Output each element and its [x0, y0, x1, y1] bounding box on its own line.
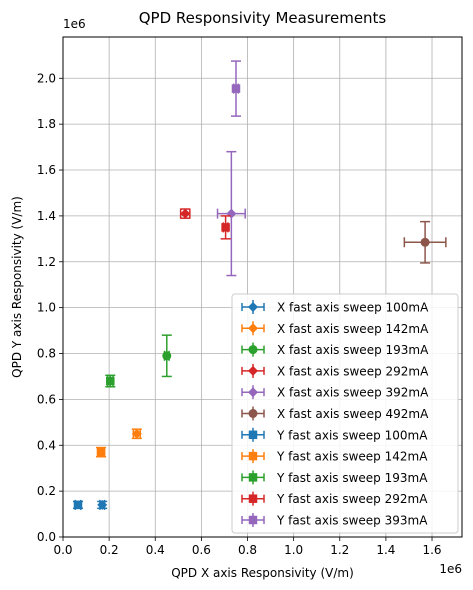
- legend-label: Y fast axis sweep 100mA: [276, 428, 428, 442]
- y-tick-label: 1.2: [37, 255, 56, 269]
- data-point: [180, 208, 191, 219]
- legend-box: [231, 293, 459, 534]
- y-tick-label: 1.8: [37, 117, 56, 131]
- x-tick-label: 1.4: [376, 543, 395, 557]
- legend-entry: Y fast axis sweep 393mA: [241, 513, 428, 528]
- x-axis-label: QPD X axis Responsivity (V/m): [171, 566, 354, 580]
- x-tick-label: 0.2: [100, 543, 119, 557]
- chart-title: QPD Responsivity Measurements: [139, 9, 387, 27]
- legend-marker: [248, 302, 258, 312]
- legend-label: Y fast axis sweep 393mA: [276, 514, 428, 528]
- legend-entry: X fast axis sweep 392mA: [241, 385, 429, 400]
- legend-entry: X fast axis sweep 292mA: [241, 363, 429, 378]
- legend-marker: [248, 473, 258, 482]
- legend-marker: [248, 515, 258, 525]
- data-point-group: [97, 499, 108, 510]
- data-point-group: [179, 208, 191, 219]
- legend-label: X fast axis sweep 392mA: [277, 386, 429, 400]
- y-tick-label: 0.6: [37, 392, 56, 406]
- data-point: [231, 84, 241, 93]
- legend-entry: Y fast axis sweep 142mA: [241, 449, 428, 464]
- data-point: [221, 223, 230, 232]
- data-point: [131, 428, 142, 439]
- x-axis-offset-text: 1e6: [439, 562, 462, 576]
- data-point-group: [220, 215, 231, 240]
- legend-marker: [248, 365, 258, 376]
- data-point-group: [105, 374, 116, 388]
- x-tick-label: 0.8: [238, 543, 257, 557]
- legend: X fast axis sweep 100mA X fast axis sweep…: [231, 293, 459, 534]
- legend-label: Y fast axis sweep 193mA: [276, 471, 428, 485]
- data-point: [162, 351, 172, 361]
- data-point-group: [72, 499, 83, 510]
- x-tick-label: 1.0: [284, 543, 303, 557]
- y-axis-offset-text: 1e6: [63, 17, 86, 31]
- y-tick-label: 1.4: [37, 209, 56, 223]
- data-point-group: [403, 220, 447, 264]
- data-point-group: [96, 446, 107, 458]
- x-tick-label: 0.0: [53, 543, 72, 557]
- x-tick-label: 0.6: [192, 543, 211, 557]
- legend-label: X fast axis sweep 492mA: [277, 407, 429, 421]
- legend-entry: Y fast axis sweep 100mA: [241, 427, 428, 442]
- x-tick-label: 0.4: [146, 543, 165, 557]
- legend-label: X fast axis sweep 142mA: [277, 322, 429, 336]
- legend-marker: [248, 409, 258, 418]
- axis-ticks: 0.0 0.2 0.4 0.6 0.8 1.0 1.2 1.4 1.6 0.0 0.2 0.4 0.6 0…: [37, 71, 442, 557]
- y-tick-label: 0.8: [37, 347, 56, 361]
- y-tick-label: 1.0: [37, 301, 56, 315]
- y-tick-label: 1.6: [37, 163, 56, 177]
- legend-entry: X fast axis sweep 492mA: [241, 406, 429, 421]
- legend-marker: [248, 430, 258, 440]
- y-tick-label: 2.0: [37, 71, 56, 85]
- y-axis-label: QPD Y axis Responsivity (V/m): [10, 196, 24, 378]
- data-point: [97, 499, 108, 510]
- data-point-group: [230, 60, 241, 117]
- legend-entry: Y fast axis sweep 193mA: [241, 470, 428, 485]
- legend-label: X fast axis sweep 292mA: [277, 364, 429, 378]
- x-tick-label: 1.6: [422, 543, 441, 557]
- legend-label: X fast axis sweep 193mA: [277, 343, 429, 357]
- legend-entry: Y fast axis sweep 292mA: [241, 491, 428, 506]
- legend-marker: [248, 323, 258, 334]
- data-point: [420, 237, 430, 247]
- data-point: [73, 500, 83, 510]
- y-tick-label: 0.2: [37, 484, 56, 498]
- data-point: [106, 376, 115, 386]
- legend-marker: [248, 451, 258, 461]
- y-tick-label: 0.4: [37, 438, 56, 452]
- legend-marker: [248, 387, 258, 398]
- data-point: [96, 447, 106, 457]
- data-point-group: [216, 150, 246, 277]
- legend-entry: X fast axis sweep 193mA: [241, 342, 429, 357]
- data-marks: [72, 60, 447, 510]
- legend-marker: [248, 345, 258, 355]
- data-point-group: [131, 428, 142, 440]
- legend-label: Y fast axis sweep 292mA: [276, 492, 428, 506]
- y-tick-label: 0.0: [37, 530, 56, 544]
- x-tick-label: 1.2: [330, 543, 349, 557]
- legend-label: Y fast axis sweep 142mA: [276, 450, 428, 464]
- legend-label: X fast axis sweep 100mA: [277, 301, 429, 315]
- data-point-group: [161, 334, 172, 378]
- plot-frame: [62, 36, 463, 538]
- legend-entry: X fast axis sweep 100mA: [241, 300, 429, 315]
- legend-marker: [248, 494, 258, 503]
- legend-entry: X fast axis sweep 142mA: [241, 321, 429, 336]
